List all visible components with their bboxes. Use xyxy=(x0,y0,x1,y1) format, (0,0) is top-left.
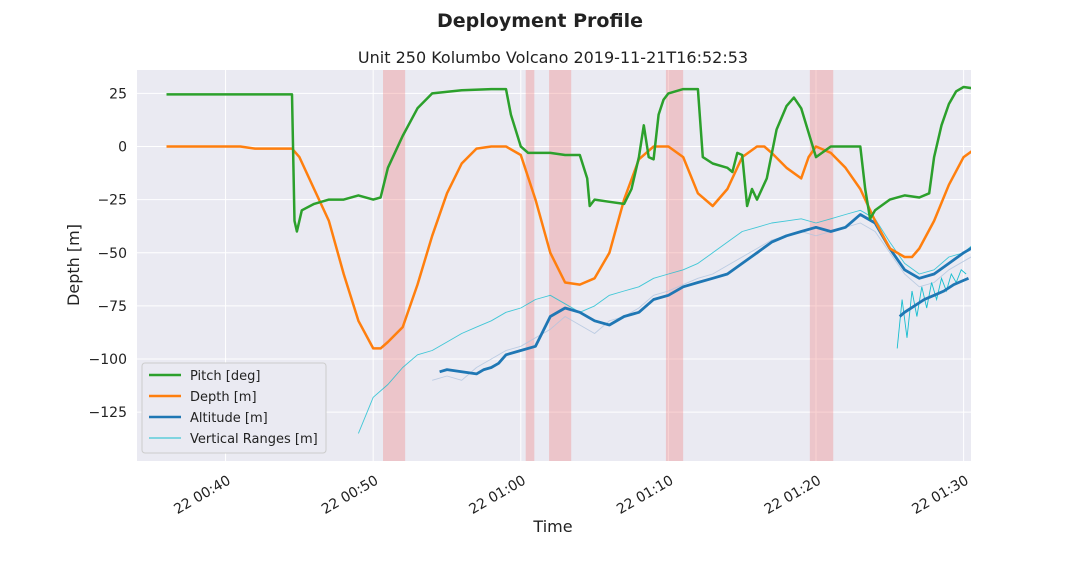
y-axis-label: Depth [m] xyxy=(64,224,83,306)
x-tick-label: 22 00:40 xyxy=(171,473,233,518)
series-line-ranges_a-trailing xyxy=(896,269,967,349)
series-line-altitude-trailing xyxy=(898,277,970,318)
shaded-span xyxy=(549,70,572,461)
series-line-pitch xyxy=(166,85,971,233)
legend-box xyxy=(141,362,327,454)
x-axis-label: Time xyxy=(532,517,572,536)
grid-lines xyxy=(137,70,971,461)
x-tick-label: 22 01:30 xyxy=(909,473,971,518)
series-line-ranges_b xyxy=(432,222,971,381)
y-tick-label: 25 xyxy=(109,86,127,102)
y-tick-label: −50 xyxy=(97,246,127,262)
legend-label-altitude: Altitude [m] xyxy=(190,411,268,426)
legend-label-vertical-ranges: Vertical Ranges [m] xyxy=(190,432,318,447)
y-tick-labels: 25 0 −25 −50 −75 −100 −125 xyxy=(89,86,127,421)
y-tick-label: −75 xyxy=(97,299,127,315)
x-tick-label: 22 01:00 xyxy=(467,473,529,518)
legend-label-depth: Depth [m] xyxy=(190,390,257,405)
x-tick-label: 22 01:10 xyxy=(614,473,676,518)
shaded-span xyxy=(383,70,406,461)
y-tick-label: −25 xyxy=(97,193,127,209)
y-tick-label: −125 xyxy=(89,405,127,421)
series-line-altitude xyxy=(439,213,971,376)
x-tick-labels: 22 00:40 22 00:50 22 01:00 22 01:10 22 01:20… xyxy=(171,473,971,518)
suptitle: Deployment Profile xyxy=(437,10,643,32)
series-layer xyxy=(166,85,971,434)
legend-label-pitch: Pitch [deg] xyxy=(190,369,260,384)
y-tick-label: 0 xyxy=(118,140,127,156)
x-tick-label: 22 01:20 xyxy=(762,473,824,518)
chart-title: Unit 250 Kolumbo Volcano 2019-11-21T16:5… xyxy=(358,48,748,67)
series-line-ranges_a xyxy=(357,209,971,434)
shaded-span xyxy=(525,70,535,461)
legend: Pitch [deg] Depth [m] Altitude [m] Verti… xyxy=(141,362,327,454)
x-tick-label: 22 00:50 xyxy=(319,473,381,518)
shaded-span xyxy=(809,70,834,461)
y-tick-label: −100 xyxy=(89,352,127,368)
shaded-span xyxy=(665,70,684,461)
